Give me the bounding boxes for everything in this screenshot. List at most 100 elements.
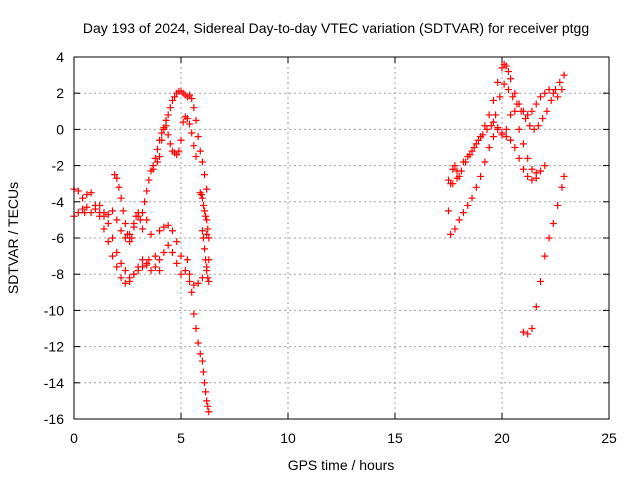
- series-arc-2: [70, 203, 164, 275]
- data-point: [498, 129, 506, 137]
- data-point: [201, 245, 209, 253]
- data-point: [543, 107, 551, 115]
- data-point: [113, 248, 121, 256]
- data-point: [109, 207, 117, 215]
- data-point: [199, 368, 207, 376]
- data-point: [502, 125, 510, 133]
- data-point: [462, 158, 470, 166]
- data-point: [121, 220, 129, 228]
- data-point: [537, 93, 545, 101]
- series-arc-16: [519, 172, 568, 338]
- data-point: [145, 256, 153, 264]
- series-arc-10: [198, 225, 213, 285]
- data-point: [489, 118, 497, 126]
- data-point: [186, 277, 194, 285]
- x-tick-label: 15: [387, 430, 403, 446]
- data-point: [524, 330, 532, 338]
- data-point: [202, 388, 210, 396]
- data-point: [532, 303, 540, 311]
- data-point: [451, 225, 459, 233]
- data-point: [552, 86, 559, 94]
- data-point: [199, 201, 207, 209]
- data-point: [524, 111, 532, 119]
- data-point: [554, 201, 562, 209]
- data-point: [188, 288, 196, 296]
- data-point: [198, 158, 206, 166]
- data-point: [560, 71, 568, 79]
- data-point: [524, 172, 532, 180]
- data-point: [143, 216, 151, 224]
- data-point: [192, 153, 200, 161]
- data-point: [507, 111, 515, 119]
- data-point: [177, 252, 185, 260]
- data-point: [160, 125, 168, 133]
- chart-title: Day 193 of 2024, Sidereal Day-to-day VTE…: [83, 20, 589, 36]
- y-tick-label: -4: [52, 194, 65, 210]
- data-point: [130, 223, 138, 231]
- data-point: [547, 96, 555, 104]
- data-point: [511, 89, 519, 97]
- data-point: [194, 133, 202, 141]
- data-point: [492, 111, 500, 119]
- data-point: [173, 238, 181, 246]
- data-point: [504, 86, 512, 94]
- data-point: [474, 136, 482, 144]
- series-arc-4: [111, 162, 157, 246]
- data-point: [147, 230, 155, 238]
- data-point: [519, 165, 527, 173]
- data-point: [489, 133, 497, 141]
- data-point: [192, 116, 200, 124]
- series-arc-13: [445, 71, 568, 188]
- data-point: [455, 216, 463, 224]
- data-point: [558, 86, 566, 94]
- data-point: [138, 225, 146, 233]
- data-point: [539, 115, 547, 123]
- data-point: [541, 162, 549, 170]
- data-point: [513, 100, 521, 108]
- data-point: [507, 136, 515, 144]
- data-point: [190, 104, 198, 112]
- data-point: [203, 397, 211, 405]
- data-point: [504, 67, 512, 75]
- data-point: [109, 234, 117, 242]
- data-point: [121, 234, 129, 242]
- data-point: [560, 172, 568, 180]
- data-point: [113, 174, 121, 182]
- data-point: [447, 230, 455, 238]
- data-point: [168, 248, 176, 256]
- data-point: [203, 267, 211, 275]
- data-point: [91, 205, 99, 213]
- data-point: [177, 136, 185, 144]
- data-point: [79, 205, 87, 213]
- data-point: [468, 194, 476, 202]
- data-point: [545, 86, 553, 94]
- data-point: [528, 165, 536, 173]
- data-point: [188, 129, 196, 137]
- data-point: [136, 216, 144, 224]
- x-axis-label: GPS time / hours: [288, 457, 395, 473]
- data-point: [515, 125, 523, 133]
- data-points: [70, 60, 568, 416]
- data-point: [164, 131, 172, 139]
- data-point: [145, 176, 153, 184]
- data-point: [151, 252, 159, 260]
- data-point: [186, 120, 194, 128]
- data-point: [532, 174, 540, 182]
- data-point: [549, 220, 557, 228]
- data-point: [472, 140, 480, 148]
- y-tick-label: 0: [56, 121, 64, 137]
- data-point: [132, 212, 140, 220]
- data-point: [204, 274, 212, 282]
- data-point: [202, 256, 210, 264]
- data-point: [113, 216, 121, 224]
- y-tick-label: -2: [52, 158, 65, 174]
- data-point: [528, 325, 536, 332]
- data-point: [134, 209, 142, 217]
- data-point: [117, 274, 125, 282]
- data-point: [511, 107, 519, 115]
- data-point: [528, 107, 536, 115]
- data-point: [198, 194, 206, 202]
- data-point: [113, 263, 121, 271]
- series-arc-1: [70, 185, 153, 287]
- data-point: [149, 165, 157, 173]
